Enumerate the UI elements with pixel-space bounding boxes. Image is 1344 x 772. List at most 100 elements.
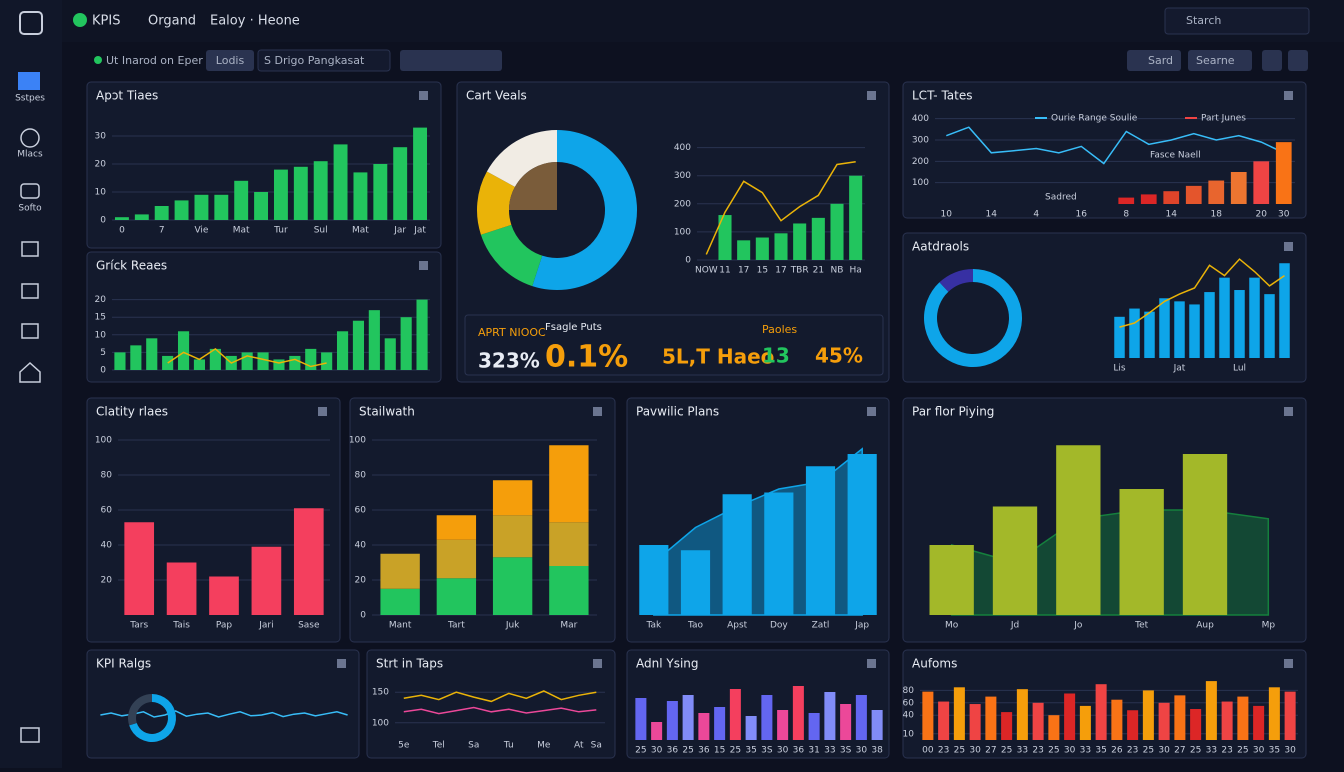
bar	[1174, 301, 1185, 358]
sidebar-icon[interactable]	[21, 241, 39, 257]
bar	[1056, 445, 1101, 615]
search-field[interactable]	[400, 50, 502, 71]
bar	[380, 588, 420, 615]
y-tick-label: 60	[903, 698, 915, 708]
y-tick-label: 5	[100, 348, 106, 358]
icon-button[interactable]	[1262, 50, 1282, 71]
bar	[985, 696, 997, 740]
x-tick-label: Mat	[352, 226, 369, 236]
x-tick-label: 15	[757, 266, 768, 276]
y-tick-label: 30	[95, 132, 107, 142]
bar	[166, 562, 197, 615]
select-label[interactable]: S Drigo Pangkasat	[264, 54, 365, 67]
y-tick-label: 100	[674, 227, 691, 237]
y-tick-label: 0	[685, 256, 691, 266]
x-tick-label: 36	[793, 746, 805, 756]
bar	[1237, 696, 1249, 740]
bar	[969, 704, 981, 740]
bar	[194, 194, 209, 220]
x-tick-label: 25	[1190, 746, 1201, 756]
brand[interactable]: KPIS	[92, 14, 120, 29]
x-tick-label: Jap	[854, 621, 869, 631]
sidebar-icon[interactable]	[18, 72, 40, 90]
tab[interactable]	[206, 50, 254, 71]
bar	[251, 546, 282, 615]
sidebar-icon[interactable]	[20, 727, 40, 743]
bar	[313, 161, 328, 220]
panel-menu	[419, 261, 428, 270]
x-tick-label: 17	[775, 266, 786, 276]
panel-title: Gríck Reaes	[96, 259, 167, 273]
bar	[729, 689, 741, 740]
bar	[413, 127, 428, 220]
bar	[680, 550, 711, 615]
icon-button[interactable]	[1288, 50, 1308, 71]
y-tick-label: 60	[355, 506, 367, 516]
bar	[321, 352, 333, 370]
bar	[1064, 693, 1076, 740]
donut-segment	[532, 130, 638, 290]
line	[100, 710, 348, 718]
sidebar-icon[interactable]	[20, 128, 40, 148]
scope-button[interactable]	[1188, 50, 1252, 71]
sidebar-label[interactable]: Sstpes	[15, 94, 45, 104]
bar	[352, 320, 365, 370]
menu-item[interactable]: Organd	[148, 14, 196, 29]
x-tick-label: 25	[730, 746, 741, 756]
panel-menu	[1284, 91, 1293, 100]
panel-title: Pavwilic Plans	[636, 405, 719, 419]
x-tick-label: Lul	[1233, 364, 1246, 374]
bar	[1264, 294, 1275, 358]
x-tick-label: 35	[745, 746, 756, 756]
bar	[871, 710, 883, 740]
x-tick-label: 25	[1048, 746, 1059, 756]
menu-item[interactable]: Ealoy · Heone	[210, 14, 300, 29]
x-tick-label: Apst	[727, 621, 748, 631]
sort-button[interactable]	[1127, 50, 1181, 71]
scope-label[interactable]: Searne	[1196, 54, 1235, 67]
sidebar-icon[interactable]	[21, 283, 39, 299]
kpi-value: 13	[762, 344, 790, 368]
filter-label[interactable]: Ut Inarod on Eper	[106, 54, 203, 67]
search-box[interactable]	[1164, 7, 1310, 35]
bar	[234, 180, 249, 220]
sidebar-icon[interactable]	[20, 183, 40, 199]
sidebar-label[interactable]: Softo	[18, 204, 42, 214]
x-tick-label: 11	[719, 266, 730, 276]
logo[interactable]	[19, 11, 43, 35]
panel	[366, 649, 616, 759]
x-tick-label: 20	[1256, 210, 1268, 220]
x-tick-label: Me	[537, 741, 551, 751]
sidebar-icon[interactable]	[19, 361, 41, 383]
brand-icon	[73, 13, 87, 27]
panel-menu	[318, 407, 327, 416]
sidebar-label[interactable]: Mlacs	[17, 150, 43, 160]
sort-label[interactable]: Sard	[1148, 54, 1173, 67]
bar	[353, 172, 368, 220]
y-tick-label: 80	[355, 471, 367, 481]
bar	[1144, 311, 1155, 358]
panel-menu	[1284, 407, 1293, 416]
x-tick-label: 23	[1032, 746, 1043, 756]
x-tick-label: Sase	[298, 621, 320, 631]
select[interactable]	[257, 49, 391, 72]
bar	[1234, 290, 1245, 358]
bar	[1127, 710, 1139, 740]
x-tick-label: Sa	[591, 741, 602, 751]
x-tick-label: 33	[1080, 746, 1091, 756]
bar	[1001, 712, 1013, 740]
x-tick-label: 36	[698, 746, 710, 756]
bar	[922, 691, 934, 740]
bar	[847, 454, 877, 615]
y-tick-label: 60	[101, 506, 113, 516]
bar	[1142, 690, 1154, 740]
x-tick-label: Vie	[194, 226, 208, 236]
sidebar-icon[interactable]	[21, 323, 39, 339]
bar	[830, 203, 844, 260]
bar	[124, 522, 155, 615]
tab-label[interactable]: Lodis	[216, 54, 245, 67]
bar	[193, 359, 206, 370]
bar	[1140, 194, 1157, 204]
y-tick-label: 400	[674, 143, 691, 153]
line	[1119, 258, 1285, 328]
